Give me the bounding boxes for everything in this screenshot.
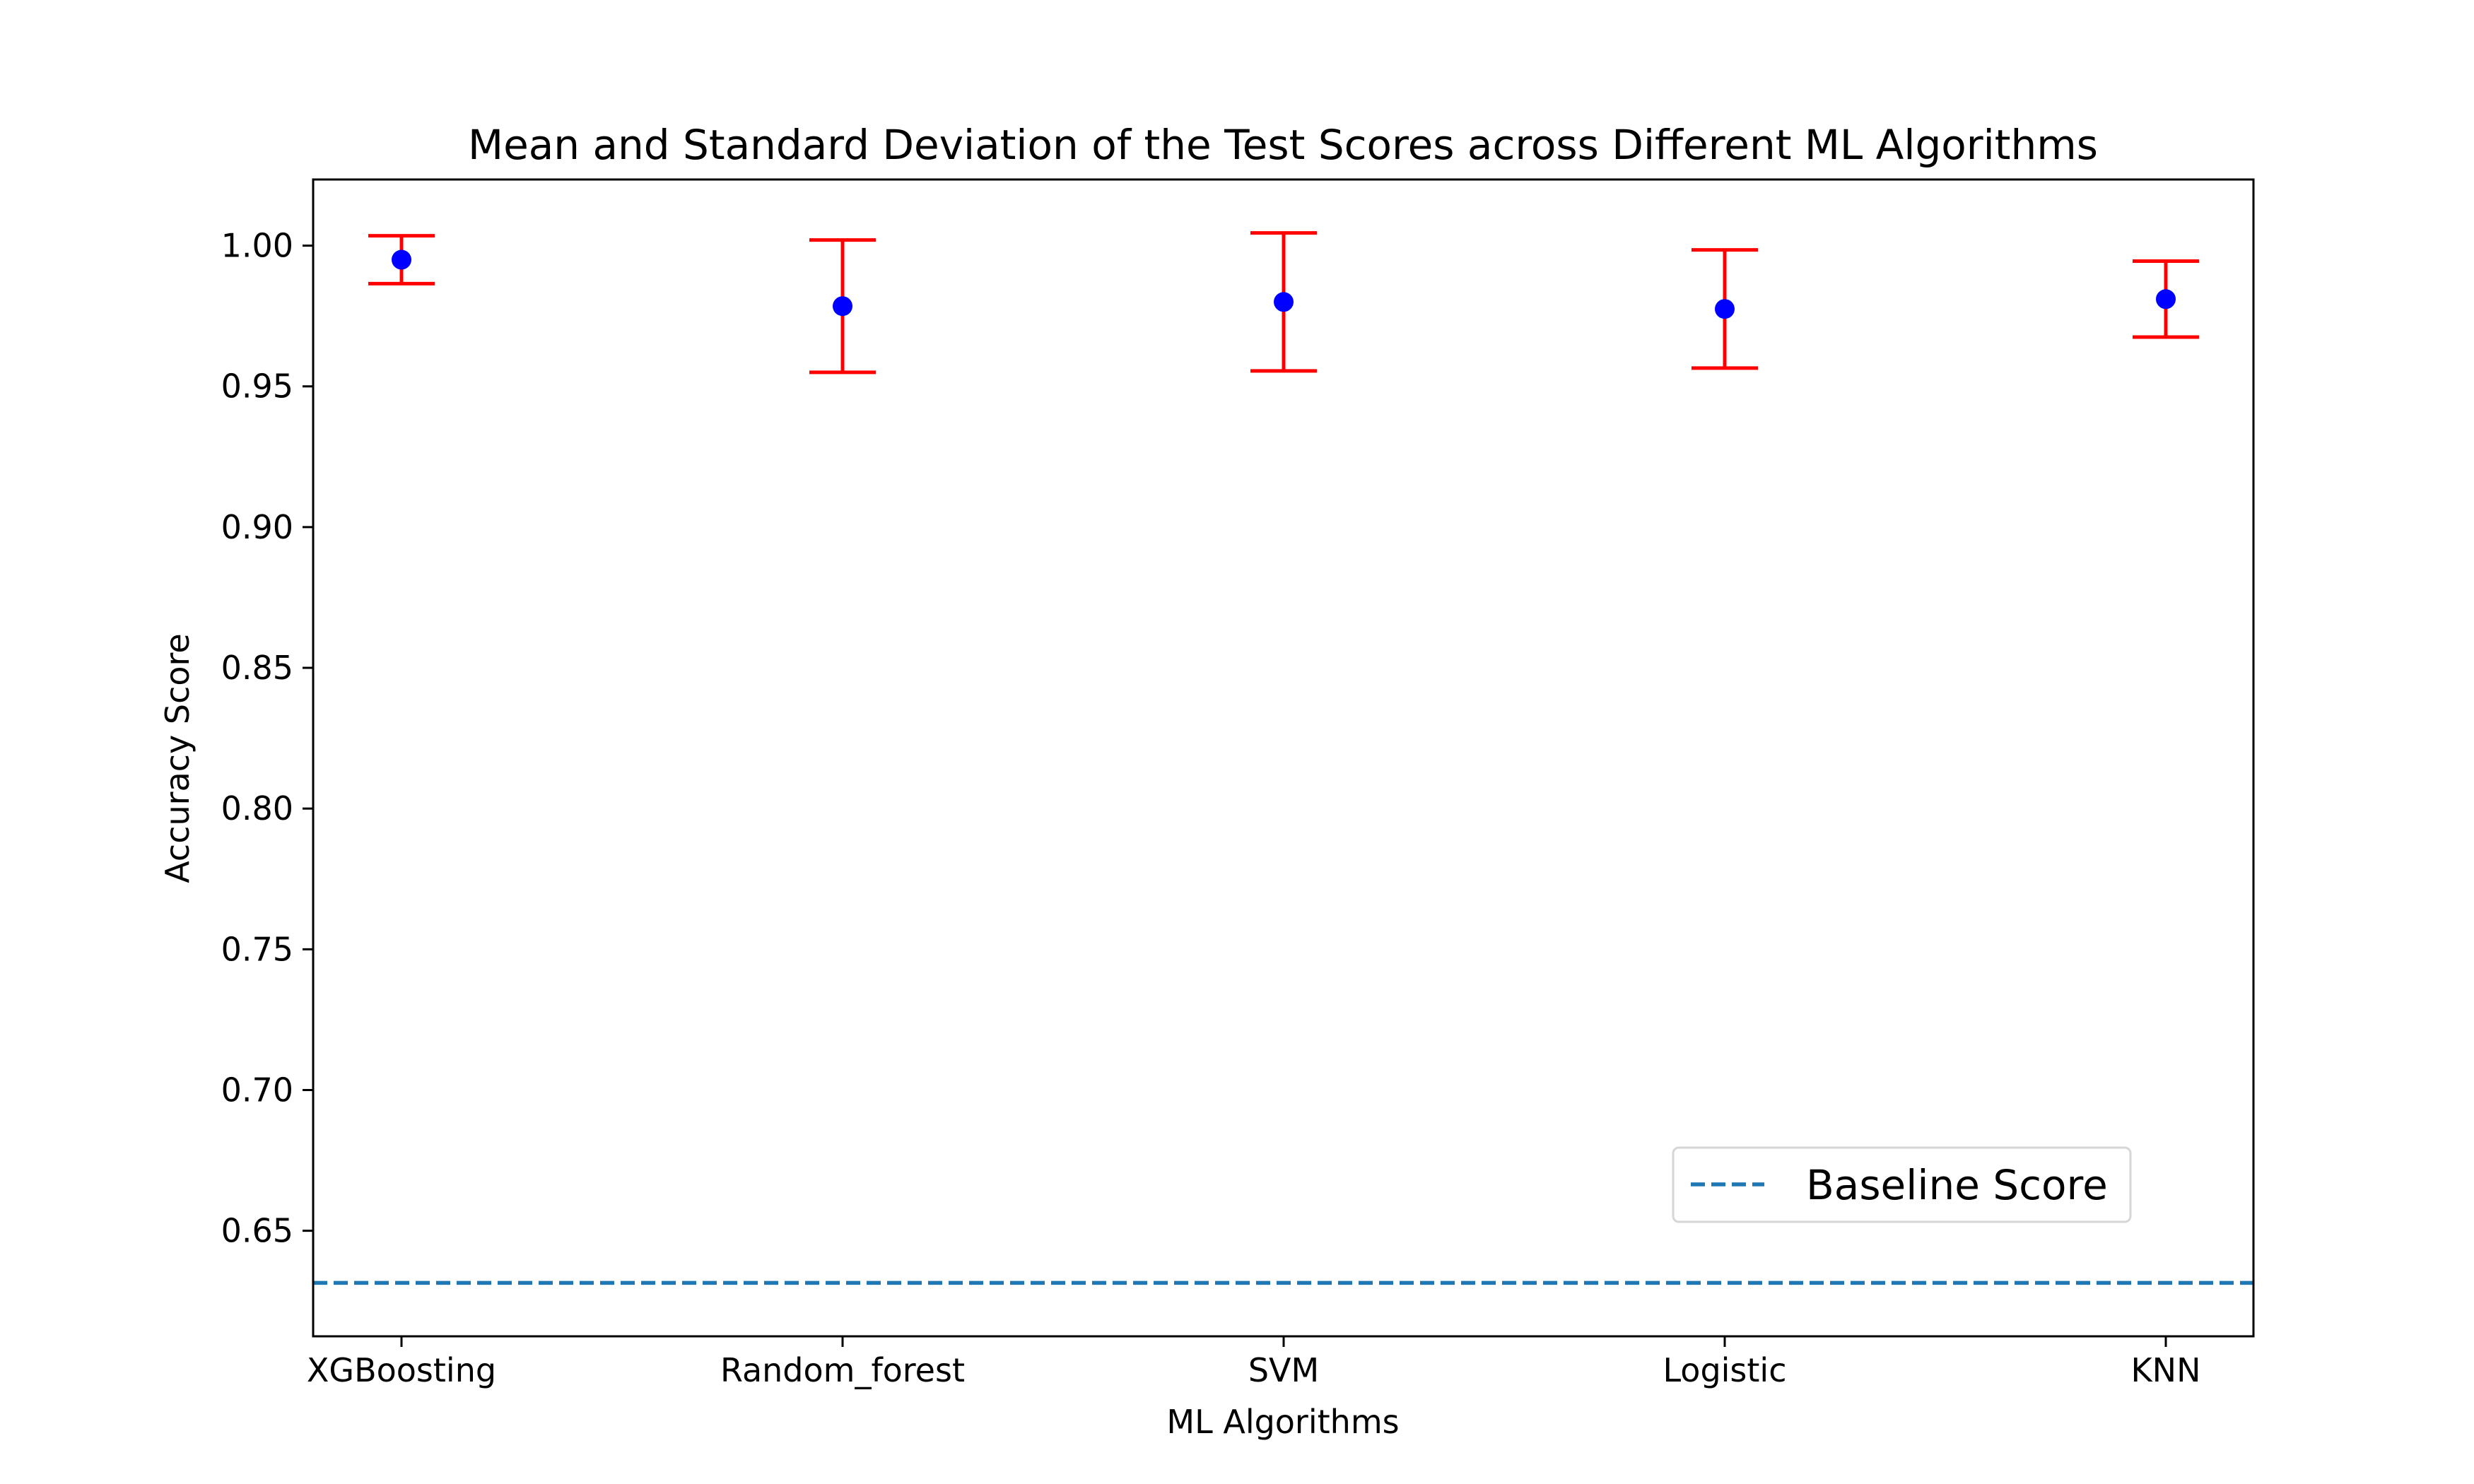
mean-point	[2156, 289, 2176, 310]
legend-box	[1672, 1146, 2132, 1223]
mean-point	[1715, 299, 1735, 319]
legend-baseline-label: Baseline Score	[1806, 1161, 2108, 1209]
x-tick-label: SVM	[1248, 1351, 1319, 1389]
mean-point	[1274, 292, 1294, 312]
y-axis-label: Accuracy Score	[158, 633, 197, 883]
x-axis-label: ML Algorithms	[1166, 1403, 1399, 1441]
y-tick-label: 0.80	[221, 789, 293, 828]
y-tick-label: 1.00	[221, 227, 293, 265]
mean-point	[392, 249, 411, 270]
x-tick-label: KNN	[2131, 1351, 2201, 1389]
mean-point	[833, 296, 852, 317]
y-tick-label: 0.70	[221, 1071, 293, 1109]
y-tick-label: 0.75	[221, 930, 293, 968]
x-tick-label: Logistic	[1663, 1351, 1786, 1389]
legend: Baseline Score	[1672, 1146, 2132, 1223]
y-tick-label: 0.65	[221, 1212, 293, 1250]
plot-frame	[312, 178, 2255, 1338]
y-axis-ticks: 0.65 0.70 0.75 0.80 0.85 0.90 0.95 1.00	[221, 227, 313, 1250]
y-tick-label: 0.85	[221, 649, 293, 687]
x-axis-ticks: XGBoosting Random_forest SVM Logistic KNN	[307, 1336, 2201, 1389]
chart-title: Mean and Standard Deviation of the Test …	[468, 121, 2098, 169]
x-tick-label: XGBoosting	[307, 1351, 496, 1389]
y-tick-label: 0.95	[221, 367, 293, 406]
y-tick-label: 0.90	[221, 508, 293, 546]
x-tick-label: Random_forest	[720, 1351, 965, 1389]
point-layer	[392, 249, 2176, 319]
